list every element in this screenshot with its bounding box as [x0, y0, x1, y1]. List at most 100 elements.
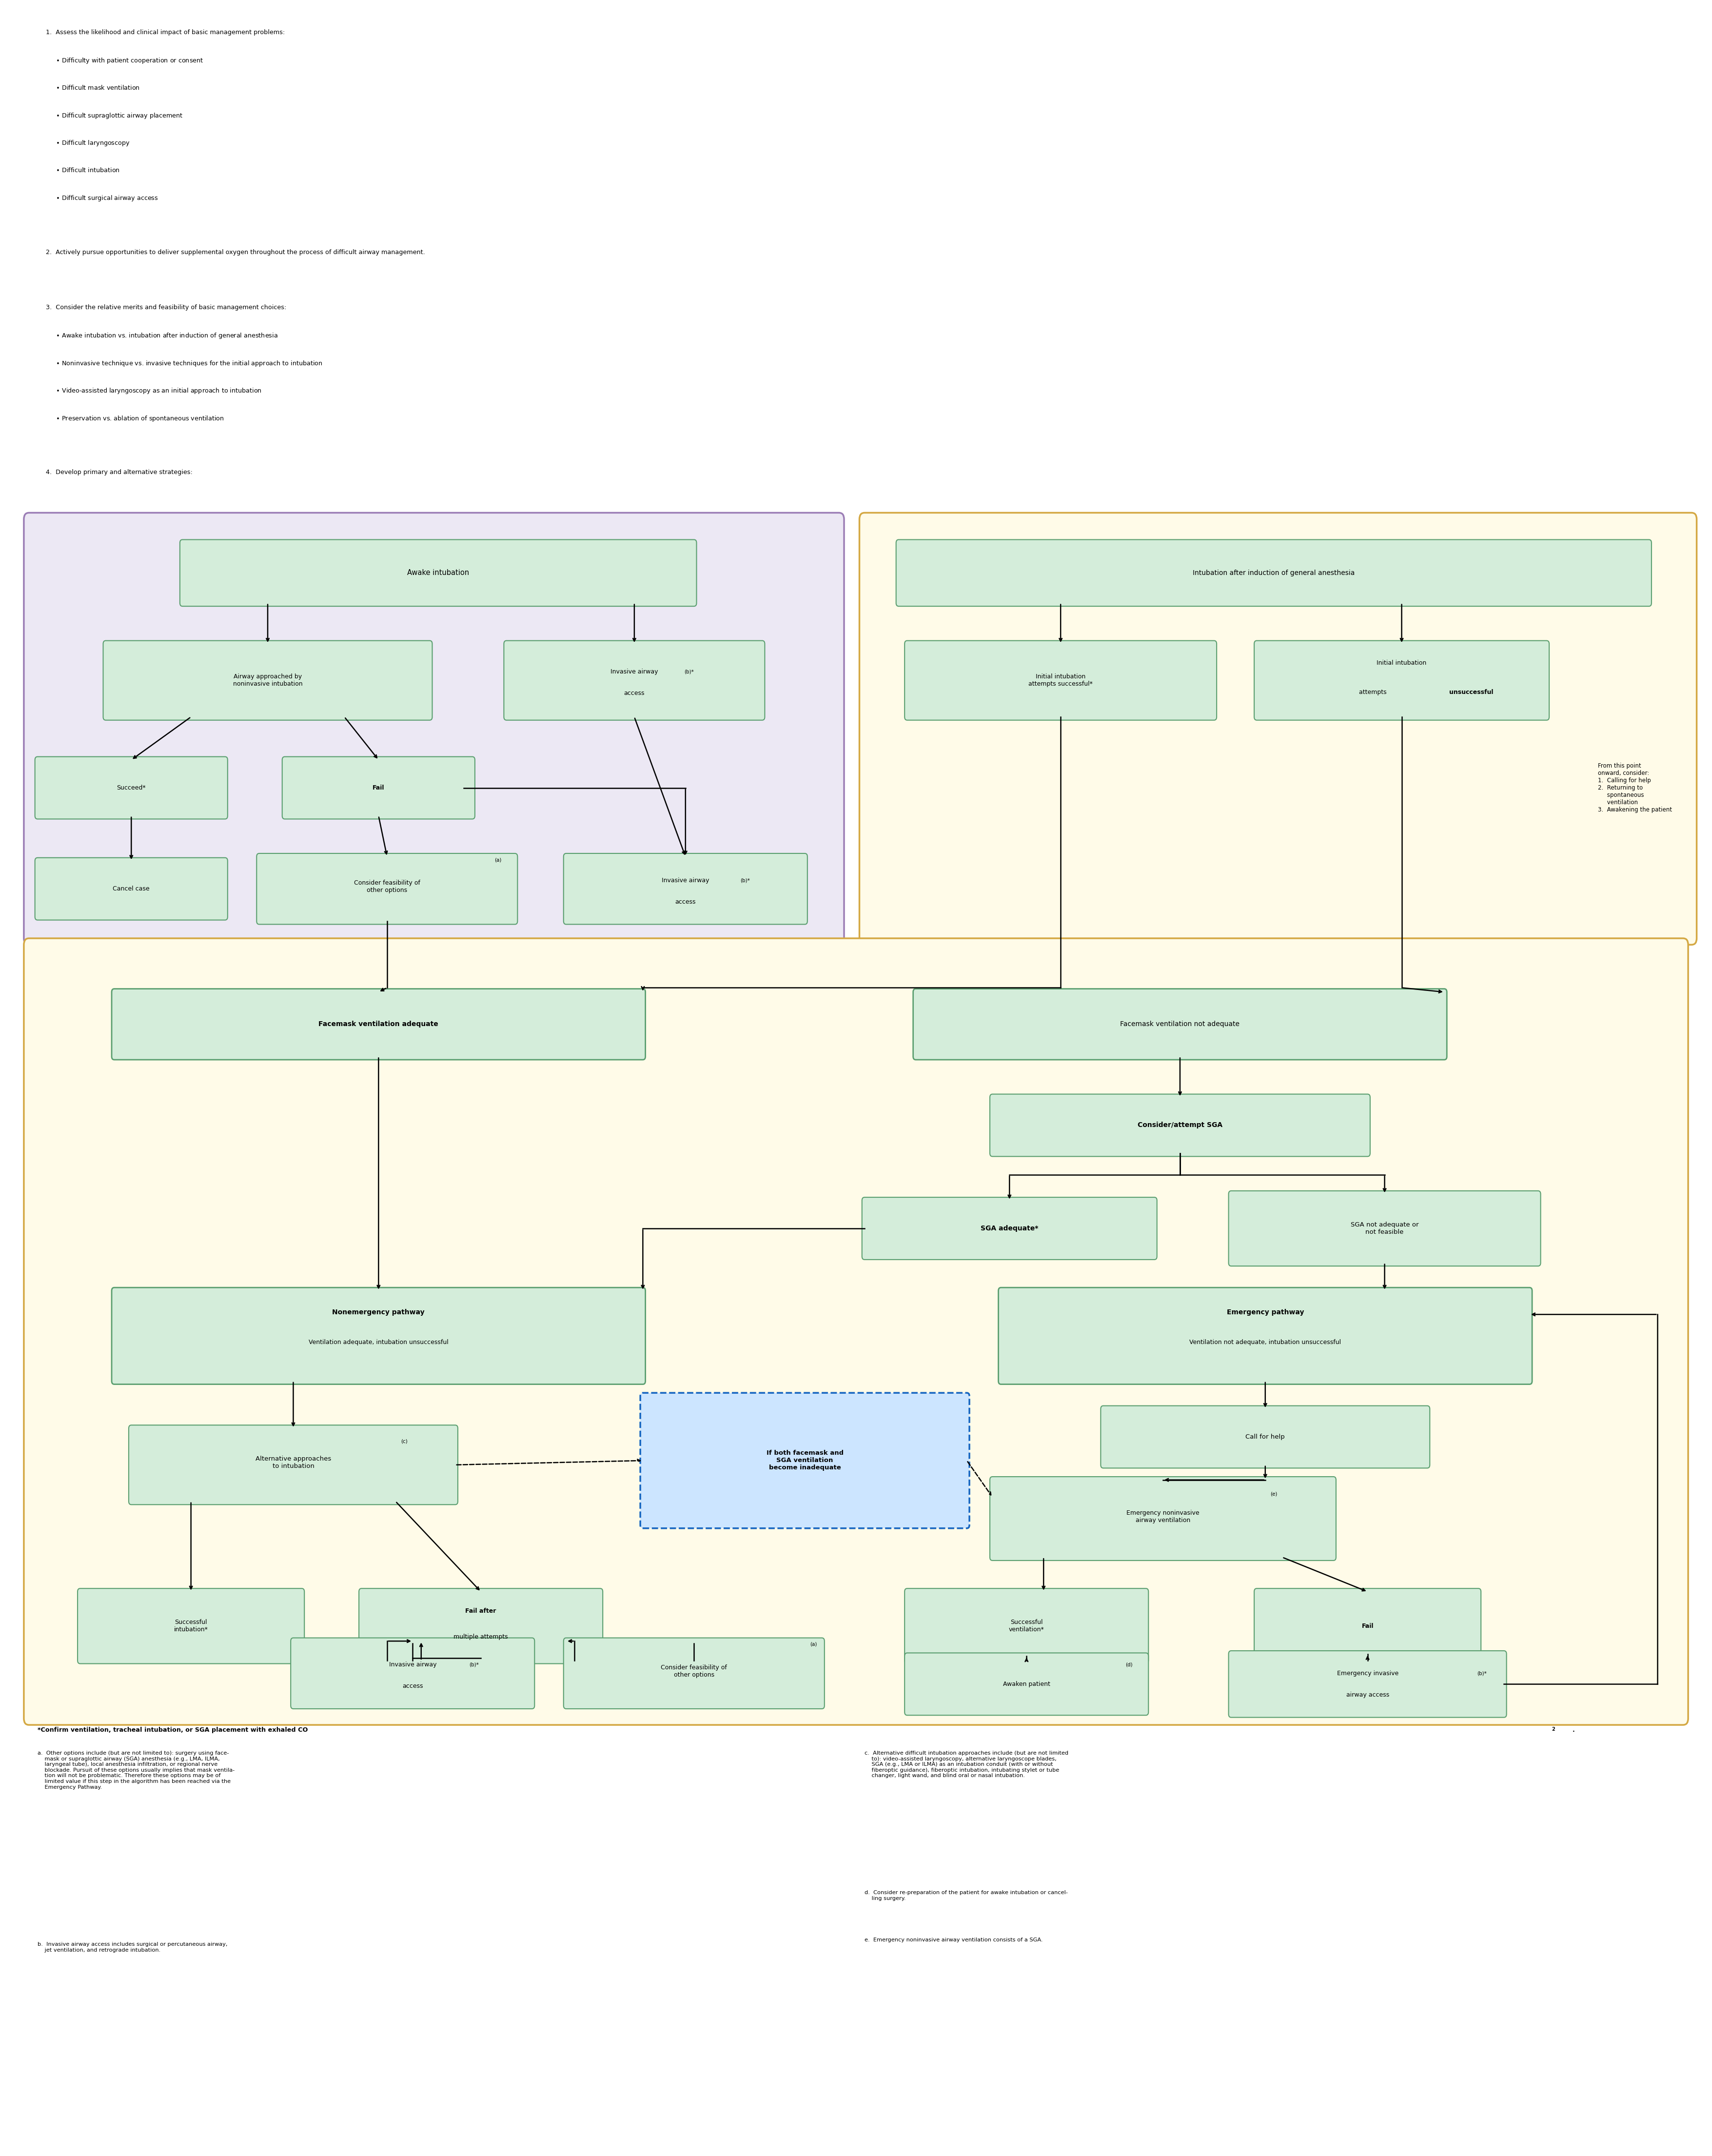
Text: Nonemergency pathway: Nonemergency pathway	[332, 1309, 425, 1315]
FancyBboxPatch shape	[990, 1093, 1370, 1156]
Text: Facemask ventilation not adequate: Facemask ventilation not adequate	[1120, 1020, 1239, 1028]
Text: Emergency pathway: Emergency pathway	[1226, 1309, 1305, 1315]
Text: $\bullet$ Awake intubation vs. intubation after induction of general anesthesia: $\bullet$ Awake intubation vs. intubatio…	[46, 332, 277, 341]
FancyBboxPatch shape	[1255, 640, 1549, 720]
Text: (c): (c)	[401, 1438, 407, 1445]
FancyBboxPatch shape	[77, 1589, 305, 1664]
Text: $\bullet$ Difficult mask ventilation: $\bullet$ Difficult mask ventilation	[46, 84, 140, 91]
FancyBboxPatch shape	[103, 640, 431, 720]
Text: Emergency noninvasive
airway ventilation: Emergency noninvasive airway ventilation	[1126, 1509, 1200, 1524]
Text: Consider feasibility of
other options: Consider feasibility of other options	[354, 880, 419, 893]
Text: Successful
ventilation*: Successful ventilation*	[1008, 1619, 1044, 1632]
Text: 2.  Actively pursue opportunities to deliver supplemental oxygen throughout the : 2. Actively pursue opportunities to deli…	[46, 250, 425, 257]
FancyBboxPatch shape	[904, 1589, 1149, 1664]
Text: e.  Emergency noninvasive airway ventilation consists of a SGA.: e. Emergency noninvasive airway ventilat…	[865, 1938, 1043, 1943]
Text: $\bullet$ Video-assisted laryngoscopy as an initial approach to intubation: $\bullet$ Video-assisted laryngoscopy as…	[46, 386, 262, 395]
FancyBboxPatch shape	[895, 539, 1652, 606]
Text: 4.  Develop primary and alternative strategies:: 4. Develop primary and alternative strat…	[46, 470, 193, 476]
FancyBboxPatch shape	[128, 1425, 457, 1505]
Text: Consider feasibility of
other options: Consider feasibility of other options	[661, 1664, 728, 1677]
FancyBboxPatch shape	[912, 990, 1447, 1061]
Text: Invasive airway: Invasive airway	[663, 877, 709, 884]
Text: (a): (a)	[495, 858, 502, 862]
Text: Intubation after induction of general anesthesia: Intubation after induction of general an…	[1193, 569, 1354, 576]
FancyBboxPatch shape	[360, 1589, 603, 1664]
Text: access: access	[675, 899, 695, 906]
Text: Fail: Fail	[1361, 1623, 1373, 1630]
Text: multiple attempts: multiple attempts	[454, 1634, 508, 1641]
Text: If both facemask and
SGA ventilation
become inadequate: If both facemask and SGA ventilation bec…	[767, 1451, 844, 1470]
Text: $\bullet$ Difficult supraglottic airway placement: $\bullet$ Difficult supraglottic airway …	[46, 112, 183, 121]
Text: Cancel case: Cancel case	[113, 886, 149, 893]
FancyBboxPatch shape	[1255, 1589, 1481, 1664]
FancyBboxPatch shape	[563, 1639, 825, 1710]
Text: (b)*: (b)*	[469, 1662, 479, 1667]
FancyBboxPatch shape	[257, 854, 517, 925]
Text: (e): (e)	[1270, 1492, 1277, 1496]
Text: SGA not adequate or
not feasible: SGA not adequate or not feasible	[1351, 1222, 1419, 1235]
Text: Ventilation adequate, intubation unsuccessful: Ventilation adequate, intubation unsucce…	[308, 1339, 449, 1345]
FancyBboxPatch shape	[998, 1287, 1532, 1384]
Text: (b)*: (b)*	[685, 668, 693, 675]
FancyBboxPatch shape	[1101, 1406, 1430, 1468]
Text: (a): (a)	[810, 1643, 817, 1647]
FancyBboxPatch shape	[861, 1197, 1157, 1259]
Text: d.  Consider re-preparation of the patient for awake intubation or cancel-
    l: d. Consider re-preparation of the patien…	[865, 1891, 1068, 1902]
Text: attempts: attempts	[1359, 690, 1388, 696]
Text: Invasive airway: Invasive airway	[611, 668, 657, 675]
Text: Succeed*: Succeed*	[116, 785, 146, 791]
Text: .: .	[1572, 1727, 1575, 1733]
Text: Airway approached by
noninvasive intubation: Airway approached by noninvasive intubat…	[233, 673, 303, 688]
Text: Invasive airway: Invasive airway	[389, 1662, 437, 1669]
Text: a.  Other options include (but are not limited to): surgery using face-
    mask: a. Other options include (but are not li…	[38, 1751, 235, 1789]
Text: $\bullet$ Difficulty with patient cooperation or consent: $\bullet$ Difficulty with patient cooper…	[46, 56, 204, 65]
Text: $\bullet$ Preservation vs. ablation of spontaneous ventilation: $\bullet$ Preservation vs. ablation of s…	[46, 414, 224, 423]
Text: unsuccessful: unsuccessful	[1450, 690, 1493, 696]
FancyBboxPatch shape	[24, 513, 844, 944]
FancyBboxPatch shape	[990, 1477, 1335, 1561]
Text: Emergency invasive: Emergency invasive	[1337, 1671, 1399, 1677]
FancyBboxPatch shape	[563, 854, 808, 925]
Text: SGA adequate*: SGA adequate*	[981, 1225, 1039, 1231]
FancyBboxPatch shape	[640, 1393, 969, 1529]
Text: Fail after: Fail after	[466, 1608, 496, 1615]
FancyBboxPatch shape	[111, 1287, 645, 1384]
FancyBboxPatch shape	[904, 640, 1217, 720]
FancyBboxPatch shape	[904, 1654, 1149, 1716]
Text: Fail: Fail	[373, 785, 385, 791]
Text: Facemask ventilation adequate: Facemask ventilation adequate	[318, 1020, 438, 1028]
FancyBboxPatch shape	[859, 513, 1697, 944]
Text: 1.  Assess the likelihood and clinical impact of basic management problems:: 1. Assess the likelihood and clinical im…	[46, 30, 286, 34]
FancyBboxPatch shape	[34, 858, 228, 921]
Text: Successful
intubation*: Successful intubation*	[175, 1619, 207, 1632]
Text: Call for help: Call for help	[1246, 1434, 1286, 1440]
Text: airway access: airway access	[1346, 1692, 1388, 1699]
FancyBboxPatch shape	[34, 757, 228, 819]
Text: $\bullet$ Noninvasive technique vs. invasive techniques for the initial approach: $\bullet$ Noninvasive technique vs. inva…	[46, 360, 324, 367]
Text: Initial intubation: Initial intubation	[1376, 660, 1426, 666]
Text: access: access	[623, 690, 645, 696]
Text: From this point
onward, consider:
1.  Calling for help
2.  Returning to
     spo: From this point onward, consider: 1. Cal…	[1597, 763, 1673, 813]
FancyBboxPatch shape	[1229, 1651, 1507, 1718]
Text: $\bullet$ Difficult laryngoscopy: $\bullet$ Difficult laryngoscopy	[46, 140, 130, 147]
Text: (d): (d)	[1125, 1662, 1132, 1667]
Text: $\bullet$ Difficult surgical airway access: $\bullet$ Difficult surgical airway acce…	[46, 194, 159, 203]
Text: (b)*: (b)*	[740, 877, 750, 882]
FancyBboxPatch shape	[111, 990, 645, 1061]
FancyBboxPatch shape	[24, 938, 1688, 1725]
Text: Initial intubation
attempts successful*: Initial intubation attempts successful*	[1029, 673, 1092, 688]
Text: access: access	[402, 1684, 423, 1690]
FancyBboxPatch shape	[180, 539, 697, 606]
Text: 2: 2	[1551, 1727, 1554, 1731]
FancyBboxPatch shape	[503, 640, 765, 720]
Text: Awake intubation: Awake intubation	[407, 569, 469, 576]
FancyBboxPatch shape	[291, 1639, 534, 1710]
FancyBboxPatch shape	[282, 757, 474, 819]
Text: c.  Alternative difficult intubation approaches include (but are not limited
   : c. Alternative difficult intubation appr…	[865, 1751, 1068, 1779]
Text: Alternative approaches
to intubation: Alternative approaches to intubation	[255, 1455, 330, 1470]
Text: Awaken patient: Awaken patient	[1003, 1682, 1049, 1688]
Text: Consider/attempt SGA: Consider/attempt SGA	[1137, 1121, 1222, 1130]
Text: (b)*: (b)*	[1477, 1671, 1486, 1675]
Text: b.  Invasive airway access includes surgical or percutaneous airway,
    jet ven: b. Invasive airway access includes surgi…	[38, 1943, 228, 1953]
FancyBboxPatch shape	[1229, 1190, 1541, 1266]
